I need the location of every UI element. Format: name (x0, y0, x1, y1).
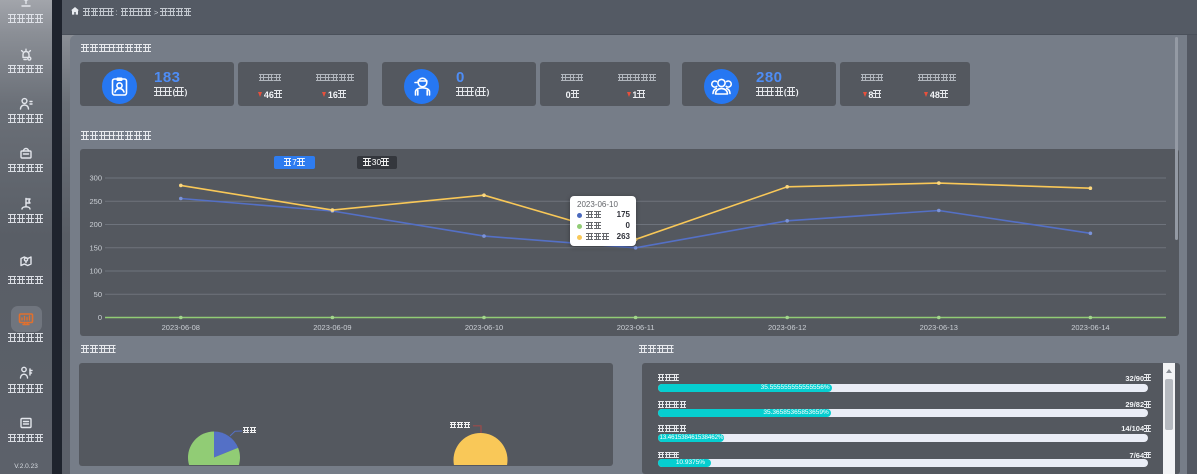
svg-text:2023-06-11: 2023-06-11 (617, 323, 655, 332)
svg-text:200: 200 (89, 220, 102, 229)
svg-text:2023-06-14: 2023-06-14 (1071, 323, 1109, 332)
svg-text:300: 300 (89, 174, 102, 183)
svg-text:150: 150 (89, 243, 102, 252)
svg-text:250: 250 (89, 197, 102, 206)
svg-text:100: 100 (89, 267, 102, 276)
svg-text:2023-06-12: 2023-06-12 (768, 323, 806, 332)
svg-text:2023-06-08: 2023-06-08 (162, 323, 200, 332)
svg-text:2023-06-09: 2023-06-09 (313, 323, 351, 332)
svg-text:2023-06-10: 2023-06-10 (465, 323, 503, 332)
svg-text:50: 50 (94, 290, 102, 299)
svg-text:0: 0 (98, 313, 102, 322)
svg-text:2023-06-13: 2023-06-13 (920, 323, 958, 332)
